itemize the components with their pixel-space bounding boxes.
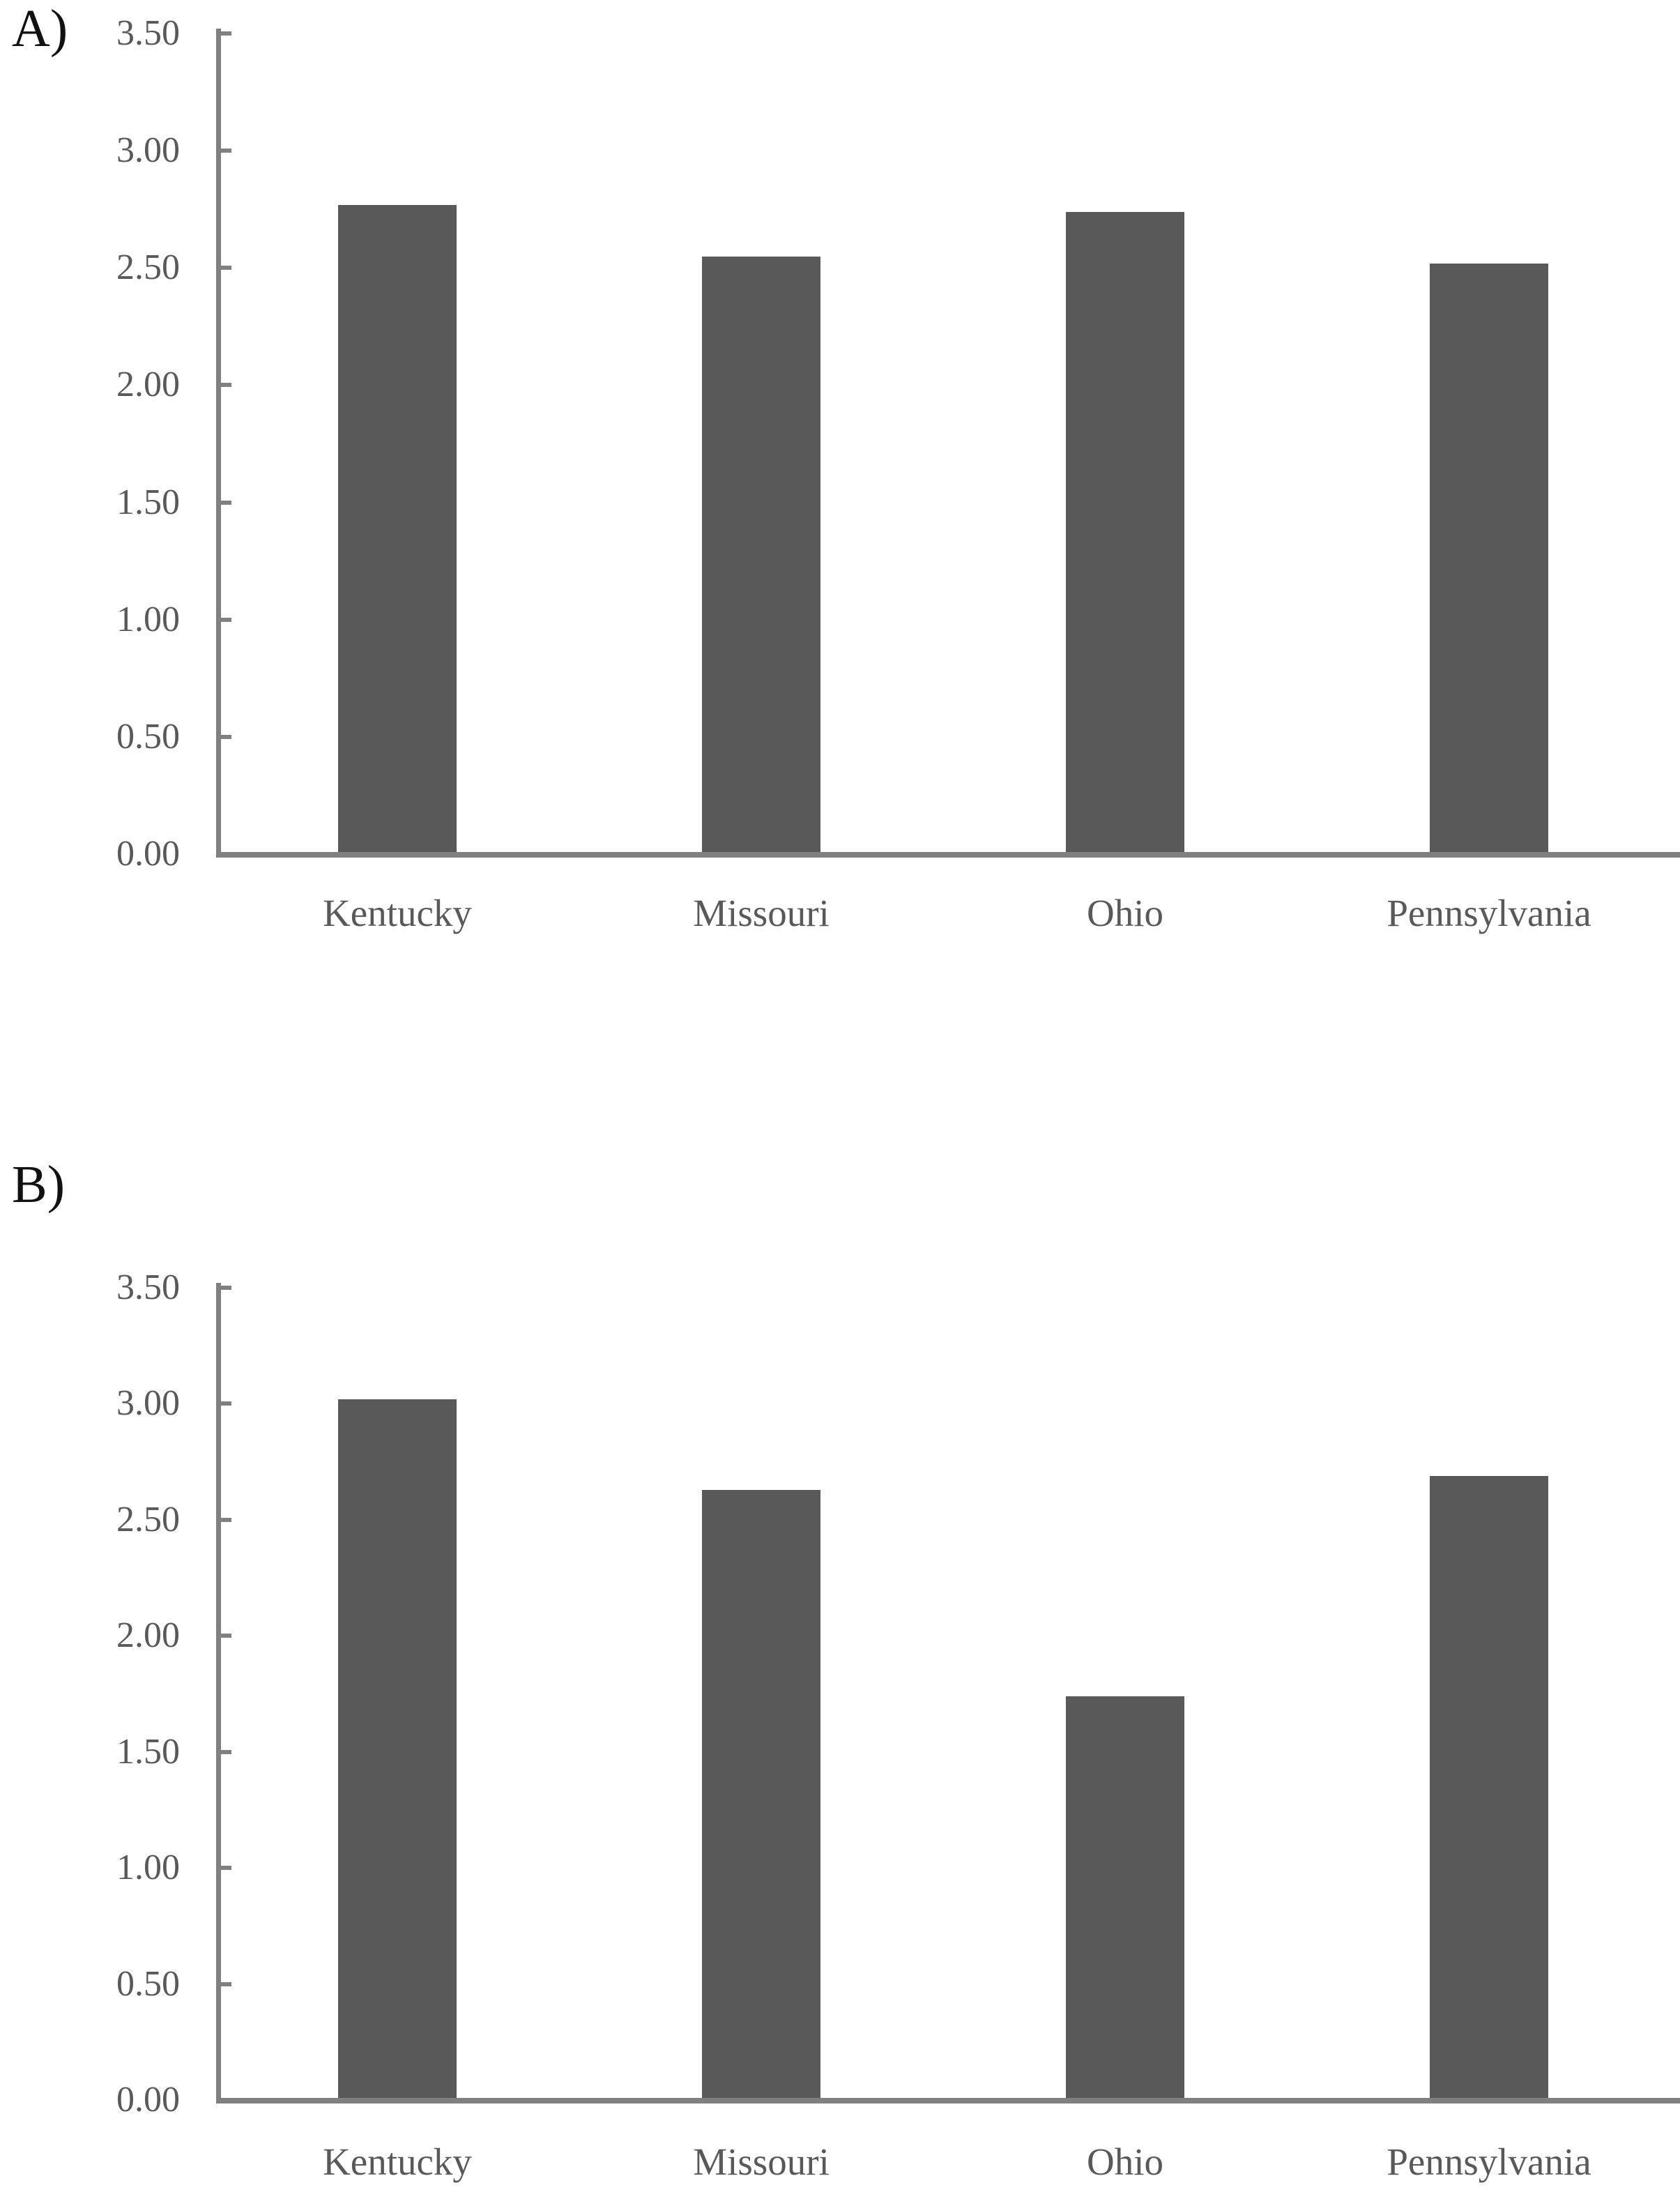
y-tick-label: 0.50	[116, 1963, 180, 2004]
y-axis-tick	[221, 383, 231, 388]
bar-ohio	[1066, 212, 1184, 852]
y-tick-label: 3.50	[116, 13, 180, 53]
bar-kentucky	[338, 1399, 457, 2098]
y-tick-label: 3.00	[116, 1383, 180, 1424]
panel-a-label: A)	[12, 0, 68, 58]
y-axis-tick	[221, 31, 231, 36]
y-tick-label: 3.50	[116, 1268, 180, 1307]
x-category-label: Ohio	[1087, 892, 1163, 934]
x-axis-line	[216, 2098, 1680, 2103]
y-axis-tick	[221, 1866, 231, 1871]
x-category-label: Pennsylvania	[1387, 2140, 1591, 2183]
y-tick-label: 2.00	[116, 1615, 180, 1656]
bar-missouri	[702, 1490, 820, 2098]
y-tick-label: 1.00	[116, 1848, 180, 1888]
y-axis-tick	[221, 1517, 231, 1522]
y-axis-tick	[221, 1749, 231, 1754]
bar-pennsylvania	[1430, 264, 1548, 852]
y-axis-line	[216, 1283, 221, 2098]
y-tick-label: 2.00	[116, 365, 180, 405]
panel-b-label: B)	[12, 1155, 65, 1214]
y-axis-tick	[221, 617, 231, 622]
y-axis-tick	[221, 500, 231, 505]
y-axis-tick	[221, 149, 231, 153]
y-tick-label: 3.00	[116, 130, 180, 171]
y-tick-label: 0.00	[116, 834, 180, 874]
x-axis-line	[216, 852, 1680, 858]
x-category-label: Pennsylvania	[1387, 892, 1591, 934]
x-category-label: Missouri	[693, 892, 830, 934]
y-tick-label: 1.50	[116, 482, 180, 522]
x-category-label: Ohio	[1087, 2140, 1163, 2183]
y-axis-tick	[221, 266, 231, 271]
bar-missouri	[702, 257, 820, 852]
y-axis-tick	[221, 734, 231, 739]
y-tick-label: 0.50	[116, 716, 180, 756]
y-tick-label: 0.00	[116, 2080, 180, 2120]
y-axis-line	[216, 29, 221, 852]
y-tick-label: 2.50	[116, 248, 180, 288]
bar-kentucky	[338, 205, 457, 852]
x-category-label: Missouri	[693, 2140, 830, 2183]
bar-pennsylvania	[1430, 1476, 1548, 2098]
y-tick-label: 2.50	[116, 1499, 180, 1539]
y-axis-tick	[221, 1634, 231, 1638]
x-category-label: Kentucky	[323, 2140, 472, 2183]
y-tick-label: 1.00	[116, 599, 180, 639]
x-category-label: Kentucky	[323, 892, 472, 934]
y-axis-tick	[221, 1401, 231, 1406]
bar-ohio	[1066, 1696, 1184, 2098]
y-axis-tick	[221, 1286, 231, 1290]
y-tick-label: 1.50	[116, 1731, 180, 1772]
y-axis-tick	[221, 1981, 231, 1986]
